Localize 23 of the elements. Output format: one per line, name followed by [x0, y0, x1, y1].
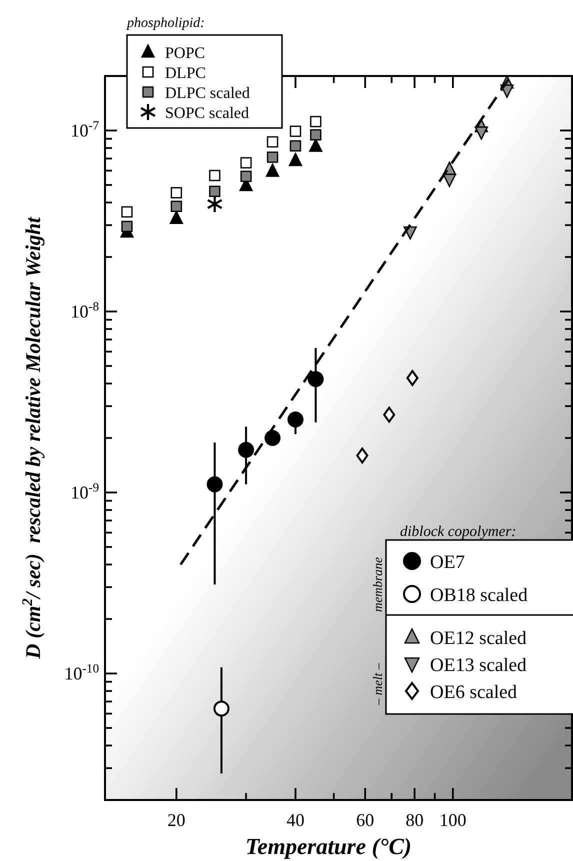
- x-tick-label: 100: [439, 810, 466, 830]
- x-tick-label: 40: [286, 810, 304, 830]
- annotation: – melt –: [370, 662, 385, 706]
- x-tick-label: 20: [167, 810, 186, 830]
- annotation: diblock copolymer:: [400, 524, 516, 540]
- legend-label: OE13 scaled: [430, 655, 528, 676]
- x-axis-title: Temperature (°C): [245, 834, 412, 859]
- legend-title: phospholipid:: [126, 16, 205, 31]
- y-tick-label: 10$^{-7}$: [70, 118, 99, 140]
- y-tick-label: 10$^{-9}$: [70, 480, 99, 502]
- legend-label: DLPC scaled: [165, 85, 250, 102]
- legend-label: SOPC scaled: [165, 105, 249, 122]
- legend-label: OE6 scaled: [430, 682, 518, 703]
- x-tick-label: 60: [356, 810, 374, 830]
- annotation: membrane: [370, 556, 385, 612]
- legend-label: POPC: [165, 45, 206, 62]
- legend-label: DLPC: [165, 65, 206, 82]
- y-tick-label: 10$^{-10}$: [64, 661, 99, 684]
- legend-label: OE7: [430, 552, 465, 573]
- x-tick-label: 80: [406, 810, 424, 830]
- legend-label: OB18 scaled: [430, 585, 528, 606]
- legend-label: OE12 scaled: [430, 628, 528, 649]
- y-tick-label: 10$^{-8}$: [70, 299, 99, 322]
